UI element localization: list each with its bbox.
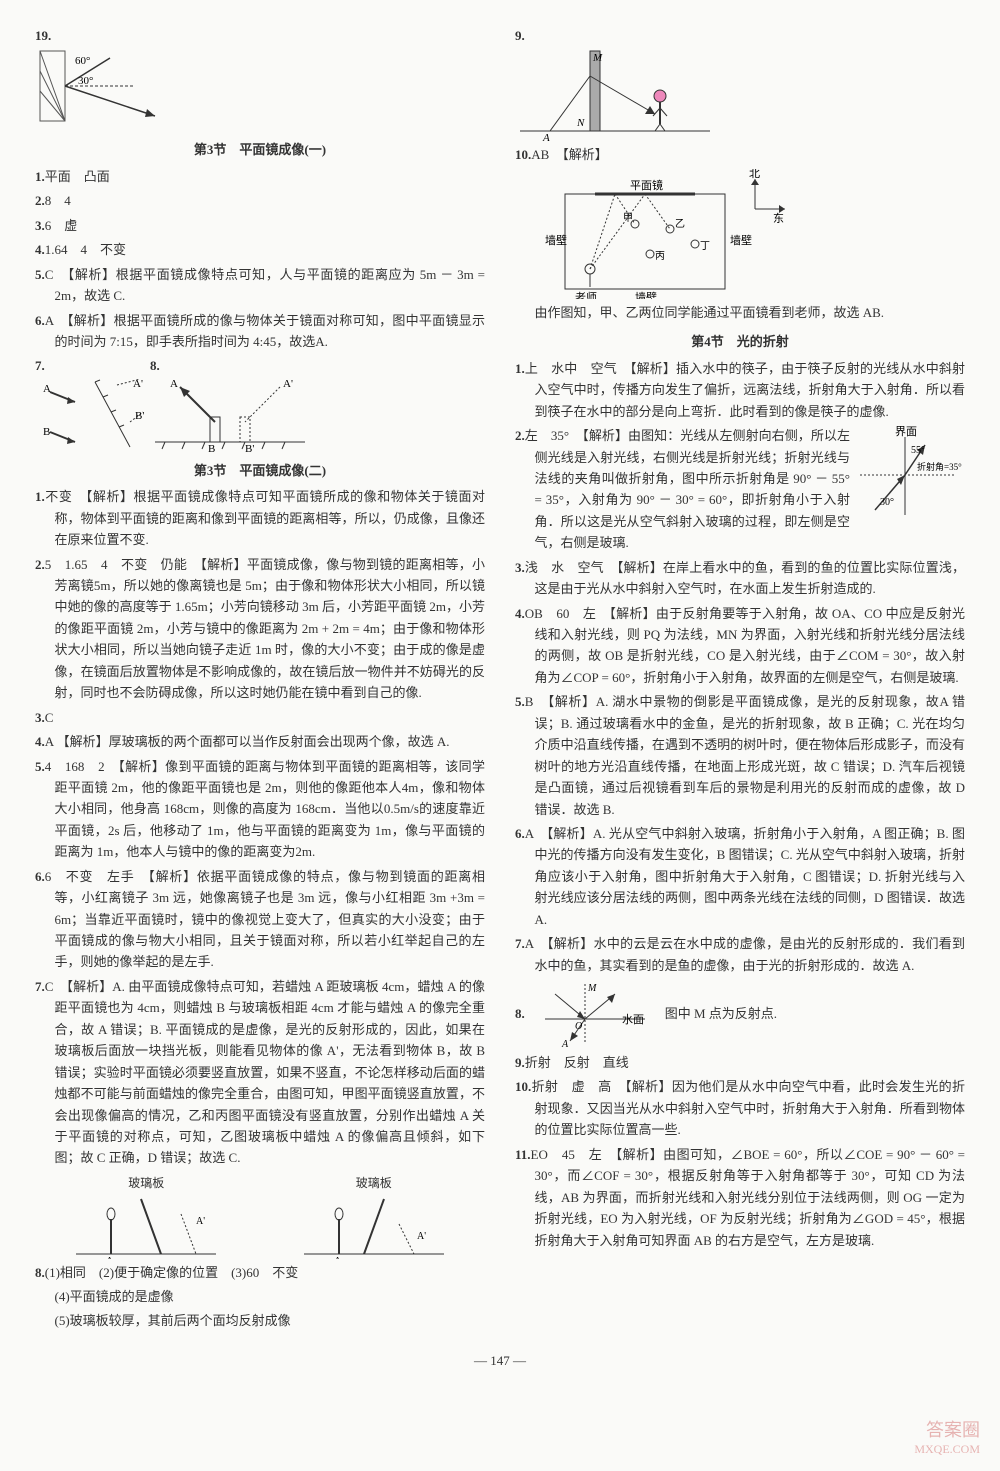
s32-item8-c1: (4)平面镜成的是虚像 [35,1286,485,1307]
s32-item6: 6.6 不变 左手 【解析】依据平面镜成像的特点，像与物到镜面的距离相等，小红离… [35,866,485,973]
glass-right-svg: A A' [299,1194,449,1259]
right-column: 9. M N A 10.AB 【解析】 [515,25,965,1335]
s32-item8-c2: (5)玻璃板较厚，其前后两个面均反射成像 [35,1310,485,1331]
r-q9-diagram: M N A [515,46,715,141]
s32-item2: 2.5 1.65 4 不变 仍能 【解析】平面镜成像，像与物到镜的距离相等，小芳… [35,554,485,704]
svg-text:B': B' [245,443,254,452]
svg-text:水面: 水面 [622,1013,644,1026]
section-3-2-title: 第3节 平面镜成像(二) [35,460,485,481]
s31-item6: 6.A 【解析】根据平面镜所成的像与物体关于镜面对称可知，图中平面镜显示的时间为… [35,310,485,353]
s4-q8-diagram: M O A 水面 [540,979,650,1049]
q8-block: 8. A A' B B' [150,355,310,451]
watermark-line1: 答案圈 [914,1420,980,1442]
svg-text:A: A [106,1256,114,1259]
s4-item9: 9.折射 反射 直线 [515,1052,965,1073]
q7-block: 7. A A' B B' [35,355,145,451]
svg-text:A: A [43,383,51,395]
q19-num: 19. [35,28,51,43]
s32-item3: 3.C [35,707,485,728]
r-q10-diag-wrap: 平面镜 老师 甲 乙 丙 丁 北 东 墙壁 墙壁 墙壁 [515,169,965,299]
page-number: — 147 — [35,1350,965,1371]
svg-text:N: N [576,117,585,129]
q7-glass-diagrams: 玻璃板 A A' 玻璃板 [35,1172,485,1259]
svg-text:丙: 丙 [655,251,665,262]
svg-text:A: A [334,1256,342,1259]
s4-item10: 10.折射 虚 高 【解析】因为他们是从水中向空气中看，此时会发生光的折射现象．… [515,1076,965,1140]
watermark: 答案圈 MXQE.COM [914,1420,980,1456]
s31-item3: 3.6 虚 [35,215,485,236]
svg-text:A: A [561,1039,569,1049]
svg-text:M: M [592,52,603,64]
svg-text:东: 东 [773,212,784,225]
page-columns: 19. 60° 30° 第3节 平面镜成像(一) 1.平面 凸面 2.8 4 3… [35,25,965,1335]
svg-text:A': A' [196,1216,205,1227]
q19: 19. 60° 30° [35,25,485,131]
svg-text:B: B [208,443,215,452]
s4-item7: 7.A 【解析】水中的云是云在水中成的虚像，是由光的反射形成的．我们看到水中的鱼… [515,933,965,976]
s4-item6: 6.A 【解析】A. 光从空气中斜射入玻璃，折射角小于入射角，A 图正确；B. … [515,823,965,930]
svg-text:墙壁: 墙壁 [545,233,567,247]
s4-item11: 11.EO 45 左 【解析】由图可知，∠BOE = 60°，所以∠COE = … [515,1144,965,1251]
section-4-title: 第4节 光的折射 [515,331,965,352]
svg-text:平面镜: 平面镜 [630,178,663,192]
section-3-1-title: 第3节 平面镜成像(一) [35,139,485,160]
svg-text:A': A' [417,1231,426,1242]
svg-text:30°: 30° [880,497,894,508]
svg-text:A': A' [133,378,143,390]
s32-item7: 7.C 【解析】A. 由平面镜成像特点可知，若蜡烛 A 距玻璃板 4cm，蜡烛 … [35,976,485,1169]
s4-item4: 4.OB 60 左 【解析】由于反射角要等于入射角，故 OA、CO 中应是反射光… [515,603,965,689]
svg-text:55°: 55° [911,445,925,456]
s31-item2: 2.8 4 [35,190,485,211]
svg-text:O: O [575,1021,582,1032]
svg-text:老师: 老师 [575,291,597,299]
svg-text:墙壁: 墙壁 [730,233,752,247]
q8-diagram: A A' B B' [150,377,310,452]
svg-text:丁: 丁 [700,241,710,252]
svg-text:B: B [43,426,50,438]
svg-text:A: A [542,132,550,141]
svg-text:界面: 界面 [895,425,917,438]
s31-item4: 4.1.64 4 不变 [35,239,485,260]
s4-item5: 5.B 【解析】A. 湖水中景物的倒影是平面镜成像，是光的反射现象，故A 错误；… [515,691,965,820]
s32-item1: 1.不变 【解析】根据平面镜成像特点可知平面镜所成的像和物体关于镜面对称，物体到… [35,486,485,550]
s31-item5: 5.C 【解析】根据平面镜成像特点可知，人与平面镜的距离应为 5m － 3m =… [35,264,485,307]
r-q10: 10.AB 【解析】 [515,144,965,165]
svg-text:墙壁: 墙壁 [635,290,657,299]
svg-text:60°: 60° [75,55,90,67]
svg-text:折射角=35°: 折射角=35° [917,461,962,472]
s4-item1: 1.上 水中 空气 【解析】插入水中的筷子，由于筷子反射的光线从水中斜射入空气中… [515,358,965,422]
s31-item1: 1.平面 凸面 [35,166,485,187]
svg-text:乙: 乙 [675,218,685,230]
watermark-line2: MXQE.COM [914,1442,980,1456]
s32-item5: 5.4 168 2 【解析】像到平面镜的距离与物体到平面镜的距离相等，该同学距平… [35,756,485,863]
glass-left: 玻璃板 A A' [71,1172,221,1259]
svg-text:北: 北 [749,169,760,180]
left-column: 19. 60° 30° 第3节 平面镜成像(一) 1.平面 凸面 2.8 4 3… [35,25,485,1335]
glass-left-svg: A A' [71,1194,221,1259]
s4-item2: 界面 55° 折射角=35° 30° 2.左 35° 【解析】由图知：光线从左侧… [515,425,965,554]
r-q10-conclusion: 由作图知，甲、乙两位同学能通过平面镜看到老师，故选 AB. [515,302,965,323]
svg-text:M: M [587,983,597,994]
s32-item8: 8.(1)相同 (2)便于确定像的位置 (3)60 不变 [35,1262,485,1283]
s4-q8: 8. M O A 水面 图中 M 点为反射点. [515,979,965,1049]
r-q9: 9. M N A [515,25,965,141]
svg-text:B': B' [135,410,144,422]
q19-diagram: 60° 30° [35,46,165,131]
glass-right: 玻璃板 A A' [299,1172,449,1259]
svg-text:A': A' [283,378,293,390]
svg-text:A: A [170,378,178,390]
q7-q8-diagrams: 7. A A' B B' 8. [35,355,485,451]
r-q10-diagram: 平面镜 老师 甲 乙 丙 丁 北 东 墙壁 墙壁 墙壁 [515,169,795,299]
s4-item3: 3.浅 水 空气 【解析】在岸上看水中的鱼，看到的鱼的位置比实际位置浅，这是由于… [515,557,965,600]
s4-item2-diagram: 界面 55° 折射角=35° 30° [855,425,965,520]
s32-item4: 4.A 【解析】厚玻璃板的两个面都可以当作反射面会出现两个像，故选 A. [35,731,485,752]
q7-diagram: A A' B B' [35,377,145,452]
svg-text:30°: 30° [78,75,93,87]
